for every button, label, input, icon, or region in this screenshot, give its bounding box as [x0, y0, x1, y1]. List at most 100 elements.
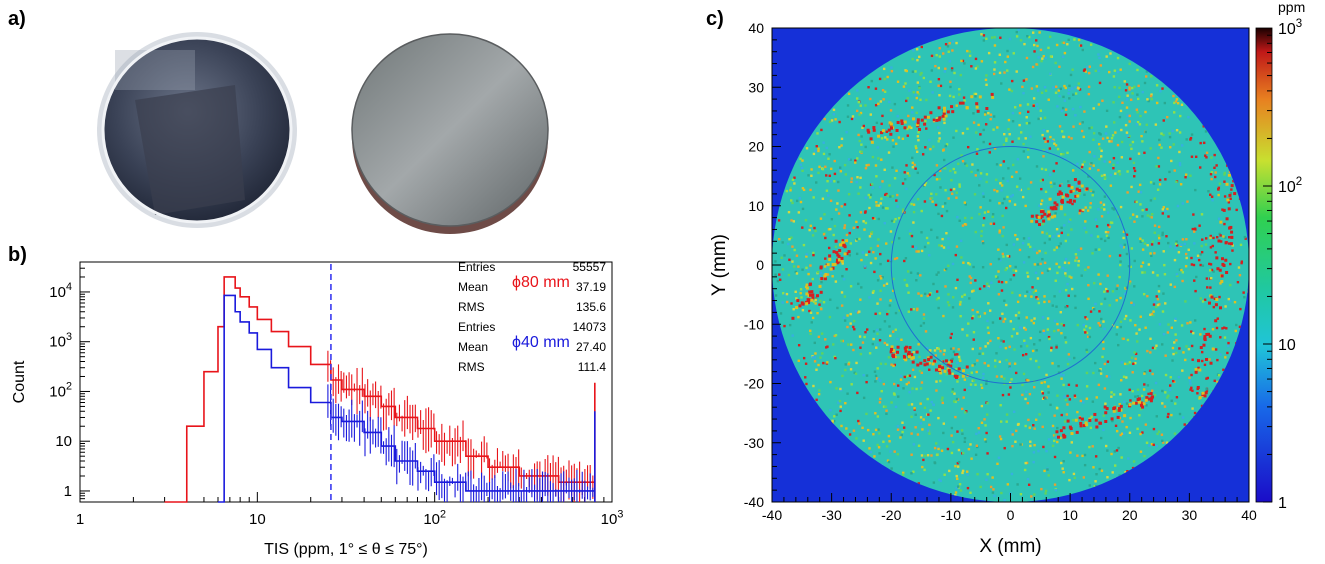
pixel — [1191, 390, 1193, 392]
pixel — [1149, 147, 1151, 149]
pixel — [1197, 386, 1200, 389]
pixel — [1089, 484, 1091, 486]
pixel — [1199, 333, 1201, 335]
pixel — [1098, 248, 1100, 250]
pixel — [1001, 235, 1003, 237]
pixel — [1049, 147, 1051, 149]
pixel — [1061, 199, 1064, 202]
pixel — [1169, 146, 1171, 148]
pixel — [940, 85, 942, 87]
pixel — [888, 184, 890, 186]
pixel — [1140, 451, 1142, 453]
pixel — [1095, 70, 1097, 72]
pixel — [943, 110, 946, 113]
pixel — [917, 131, 919, 133]
pixel — [1041, 272, 1043, 274]
pixel — [919, 99, 921, 101]
pixel — [1047, 215, 1050, 218]
pixel — [973, 331, 975, 333]
pixel — [968, 448, 970, 450]
pixel — [1129, 158, 1131, 160]
pixel — [1062, 374, 1064, 376]
pixel — [943, 474, 945, 476]
pixel — [1055, 144, 1057, 146]
pixel — [1124, 80, 1126, 82]
pixel — [1049, 173, 1051, 175]
pixel — [1040, 203, 1042, 205]
pixel — [1126, 114, 1128, 116]
pixel — [860, 151, 862, 153]
pixel — [958, 88, 960, 90]
pixel — [1043, 295, 1045, 297]
pixel — [1022, 92, 1024, 94]
pixel — [837, 181, 839, 183]
pixel — [835, 240, 838, 243]
pixel — [1049, 404, 1051, 406]
pixel — [814, 360, 816, 362]
pixel — [876, 302, 878, 304]
pixel — [866, 328, 868, 330]
pixel — [899, 436, 901, 438]
pixel — [971, 364, 973, 366]
pixel — [1079, 422, 1082, 425]
pixel — [1096, 396, 1098, 398]
pixel — [796, 272, 798, 274]
pixel — [1144, 111, 1146, 113]
pixel — [1212, 237, 1214, 239]
pixel — [1074, 178, 1077, 181]
pixel — [970, 65, 972, 67]
pixel — [1129, 399, 1131, 401]
pixel — [1000, 375, 1002, 377]
pixel — [916, 363, 919, 366]
pixel — [856, 157, 858, 159]
pixel — [987, 287, 989, 289]
pixel — [915, 414, 917, 416]
pixel — [1191, 156, 1193, 158]
pixel — [969, 55, 971, 57]
pixel — [924, 293, 926, 295]
pixel — [1009, 278, 1011, 280]
pixel — [1014, 363, 1016, 365]
pixel — [947, 301, 949, 303]
pixel — [1145, 399, 1148, 402]
pixel — [827, 158, 829, 160]
pixel — [1057, 148, 1059, 150]
pixel — [1163, 250, 1165, 252]
pixel — [1119, 393, 1121, 395]
pixel — [1100, 238, 1102, 240]
pixel — [1120, 456, 1122, 458]
pixel — [944, 70, 946, 72]
pixel — [1218, 374, 1220, 376]
pixel — [829, 381, 831, 383]
pixel — [1065, 289, 1067, 291]
pixel — [886, 344, 888, 346]
pixel — [998, 258, 1000, 260]
pixel — [959, 301, 961, 303]
pixel — [1106, 290, 1108, 292]
pixel — [1042, 210, 1045, 213]
pixel — [1125, 315, 1127, 317]
stats-mean-label: Mean — [458, 280, 488, 294]
pixel — [942, 402, 944, 404]
pixel — [865, 196, 867, 198]
pixel — [828, 247, 830, 249]
pixel — [998, 457, 1000, 459]
pixel — [886, 207, 888, 209]
pixel — [1013, 274, 1015, 276]
pixel — [1086, 66, 1088, 68]
pixel — [920, 231, 922, 233]
pixel — [956, 245, 958, 247]
pixel — [1004, 447, 1006, 449]
pixel — [834, 357, 836, 359]
pixel — [1048, 99, 1050, 101]
pixel — [1061, 110, 1063, 112]
pixel — [838, 249, 841, 252]
pixel — [1205, 237, 1207, 239]
pixel — [798, 211, 800, 213]
pixel — [971, 372, 973, 374]
pixel — [982, 196, 984, 198]
pixel — [874, 380, 876, 382]
pixel — [1216, 236, 1218, 238]
pixel — [1006, 244, 1008, 246]
pixel — [833, 250, 836, 253]
